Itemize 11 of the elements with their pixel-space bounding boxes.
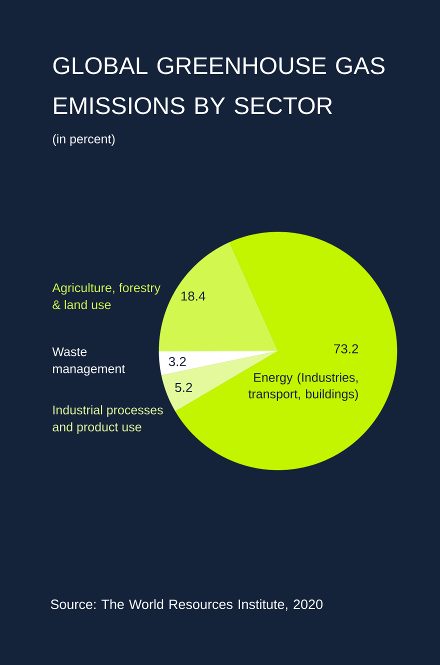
slice-label: Agriculture, forestry & land use <box>52 282 161 310</box>
slice-label: Energy (Industries, transport, buildings) <box>248 372 358 401</box>
data-label: 3.2 <box>168 356 186 366</box>
data-label: 18.4 <box>181 291 206 301</box>
slice-label: Waste management <box>52 347 126 376</box>
data-label: 73.2 <box>334 344 358 354</box>
source-note: Source: The World Resources Institute, 2020 <box>50 599 323 611</box>
chart-subtitle: (in percent) <box>52 134 115 146</box>
slice-label: Industrial processes and product use <box>52 405 163 434</box>
data-label: 5.2 <box>175 382 192 392</box>
chart-title: GLOBAL GREENHOUSE GAS EMISSIONS BY SECTOR <box>53 57 384 114</box>
